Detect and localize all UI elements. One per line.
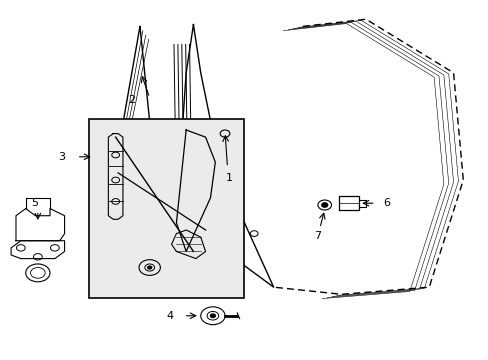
Circle shape	[321, 203, 327, 207]
Text: 2: 2	[128, 95, 135, 105]
Text: 1: 1	[225, 173, 232, 183]
Text: 3: 3	[59, 152, 65, 162]
Bar	[89, 119, 244, 298]
Text: 6: 6	[382, 198, 389, 208]
Text: 5: 5	[31, 198, 38, 208]
Circle shape	[147, 266, 151, 269]
Text: 4: 4	[166, 311, 173, 321]
Text: 7: 7	[313, 231, 320, 242]
Circle shape	[210, 314, 215, 318]
